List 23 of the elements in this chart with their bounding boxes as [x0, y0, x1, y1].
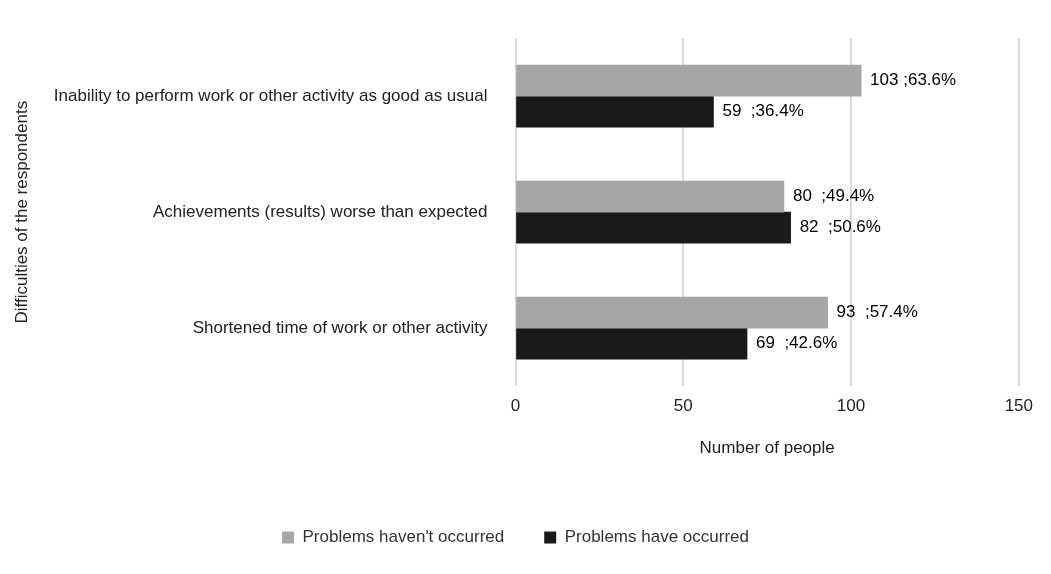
x-axis-title: Number of people [699, 438, 835, 458]
y-tick-label: Inability to perform work or other activity as good as usual [53, 85, 488, 105]
x-tick-label: 50 [673, 396, 693, 416]
data-label: 82 ;50.6% [799, 217, 881, 237]
legend-label: Problems have occurred [564, 527, 749, 547]
bar [516, 296, 828, 329]
bar [516, 211, 791, 244]
data-label: 69 ;42.6% [756, 333, 838, 353]
bar [516, 180, 785, 213]
bar [516, 64, 862, 97]
data-label: 59 ;36.4% [722, 101, 804, 121]
bar [516, 327, 748, 360]
x-tick-label: 150 [1004, 396, 1034, 416]
x-tick-label: 100 [836, 396, 866, 416]
data-label: 93 ;57.4% [836, 302, 918, 322]
x-tick-label: 0 [510, 396, 521, 416]
y-axis-title: Difficulties of the respondents [11, 100, 31, 324]
data-label: 80 ;49.4% [792, 186, 875, 206]
y-tick-label: Achievements (results) worse than expected [153, 201, 488, 221]
y-tick-label: Shortened time of work or other activity [192, 317, 488, 337]
legend-label: Problems haven't occurred [302, 527, 505, 547]
bar [516, 95, 714, 128]
data-label: 103 ;63.6% [870, 70, 957, 90]
